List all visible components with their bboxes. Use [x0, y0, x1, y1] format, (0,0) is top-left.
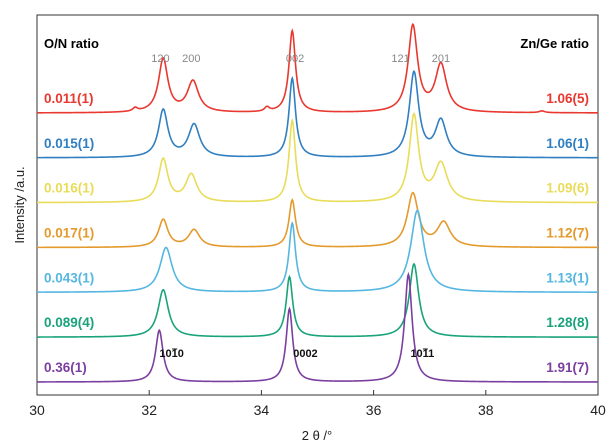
on-ratio-label: 0.016(1) [44, 181, 94, 196]
x-tick-label: 30 [29, 402, 45, 418]
x-tick-label: 34 [254, 402, 270, 418]
on-ratio-label: 0.043(1) [44, 270, 94, 285]
x-tick-label: 38 [478, 402, 494, 418]
plot-frame [36, 14, 599, 396]
reflection-label: 121 [391, 53, 409, 65]
reflection-label: 002 [286, 53, 304, 65]
miller-index-label: 1011 [410, 348, 434, 360]
pattern-line [37, 271, 598, 383]
miller-index-label: 0002 [293, 348, 317, 360]
pattern-line [37, 22, 598, 114]
on-ratio-label: 0.015(1) [44, 136, 94, 151]
pattern-line [37, 209, 599, 293]
reflection-label: 201 [432, 53, 450, 65]
x-axis-ticks: 30 32 34 36 38 40 [29, 390, 606, 418]
zn-ge-ratio-label: 1.09(6) [546, 181, 589, 196]
reflection-labels: 120 200 002 121 201 1010 0002 1011 [151, 53, 450, 360]
zn-ge-ratio-label: 1.91(7) [546, 360, 589, 375]
x-axis-title: 2 θ /° [302, 428, 333, 443]
zn-ge-ratio-label: 1.28(8) [546, 315, 589, 330]
right-header: Zn/Ge ratio [520, 36, 589, 51]
pattern-line [37, 69, 598, 159]
zn-ge-ratio-label: 1.06(5) [546, 91, 589, 106]
reflection-label: 120 [151, 53, 169, 65]
zn-ge-ratio-label: 1.12(7) [546, 226, 589, 241]
y-axis-title: Intensity /a.u. [12, 166, 27, 243]
x-tick-label: 36 [366, 402, 382, 418]
zn-ge-ratio-label: 1.13(1) [546, 270, 589, 285]
pattern-line [37, 191, 598, 249]
miller-index-label: 1010 [159, 348, 183, 360]
x-tick-label: 32 [141, 402, 157, 418]
left-header: O/N ratio [44, 36, 99, 51]
diffraction-patterns [37, 22, 599, 383]
on-ratio-label: 0.36(1) [44, 360, 87, 375]
zn-ge-ratio-label: 1.06(1) [546, 136, 589, 151]
reflection-label: 200 [182, 53, 200, 65]
pattern-line [37, 112, 598, 204]
x-tick-label: 40 [590, 402, 606, 418]
on-ratio-label: 0.017(1) [44, 226, 94, 241]
on-ratio-label: 0.089(4) [44, 315, 94, 330]
on-ratio-label: 0.011(1) [44, 91, 94, 106]
pattern-line [37, 262, 598, 338]
ratio-labels: 0.011(1) 1.06(5) 0.015(1) 1.06(1) 0.016(1) 1.… [44, 91, 589, 375]
